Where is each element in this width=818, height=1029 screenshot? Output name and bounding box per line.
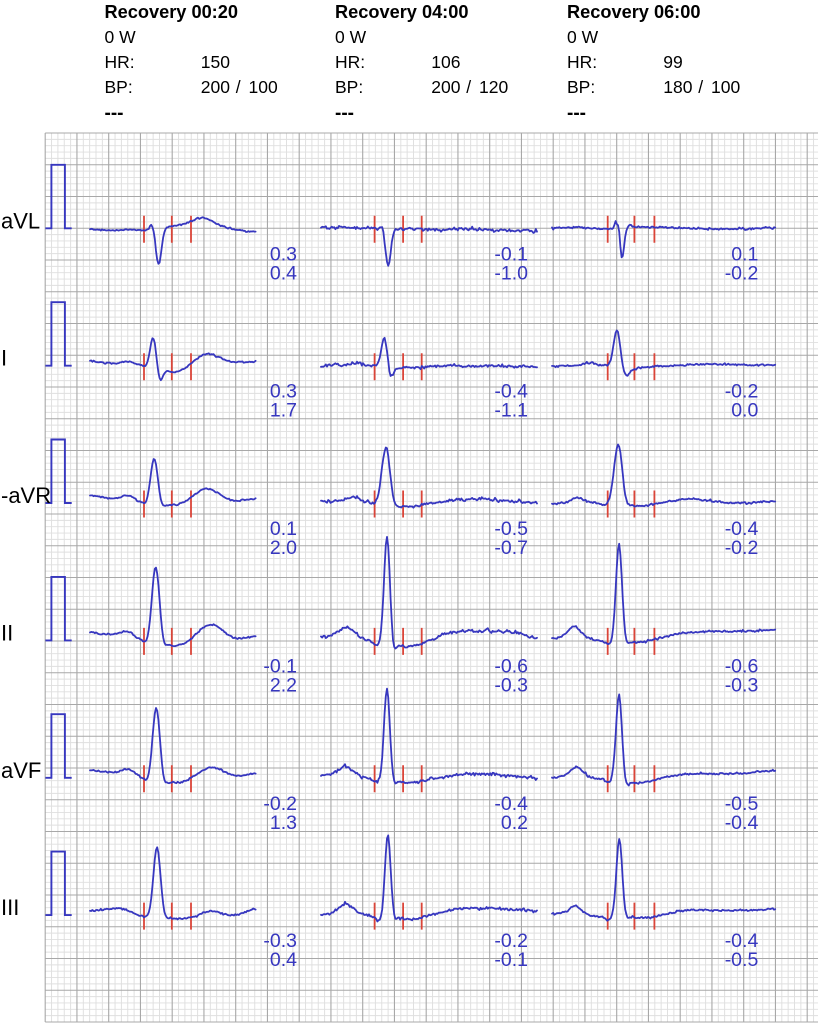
svg-text:-0.1: -0.1 [263, 655, 297, 677]
svg-text:0 W: 0 W [105, 27, 137, 47]
svg-text:-0.4: -0.4 [725, 812, 759, 834]
svg-text:HR:: HR: [105, 52, 135, 72]
svg-text:1.3: 1.3 [270, 812, 297, 834]
svg-text:-0.4: -0.4 [725, 930, 759, 952]
svg-text:aVL: aVL [1, 208, 40, 233]
svg-text:-0.5: -0.5 [725, 793, 759, 815]
svg-text:100: 100 [249, 77, 278, 97]
svg-text:BP:: BP: [335, 77, 363, 97]
svg-text:0.1: 0.1 [731, 243, 758, 265]
svg-text:-0.4: -0.4 [725, 518, 759, 540]
svg-text:-0.6: -0.6 [494, 655, 528, 677]
svg-text:200: 200 [201, 77, 230, 97]
svg-text:-aVR: -aVR [1, 483, 51, 508]
svg-text:III: III [1, 895, 19, 920]
svg-text:200: 200 [431, 77, 460, 97]
svg-text:1.7: 1.7 [270, 400, 297, 422]
svg-text:120: 120 [479, 77, 508, 97]
svg-text:0.4: 0.4 [270, 262, 297, 284]
svg-text:0.4: 0.4 [270, 949, 297, 971]
svg-text:---: --- [567, 103, 586, 124]
svg-text:II: II [1, 620, 13, 645]
svg-text:99: 99 [663, 52, 682, 72]
svg-text:-0.7: -0.7 [494, 537, 528, 559]
svg-text:/: / [236, 77, 241, 97]
svg-text:HR:: HR: [335, 52, 365, 72]
svg-text:-0.3: -0.3 [263, 930, 297, 952]
svg-text:Recovery 06:00: Recovery 06:00 [567, 2, 700, 22]
svg-text:0 W: 0 W [335, 27, 367, 47]
svg-text:-0.2: -0.2 [725, 262, 759, 284]
svg-text:-0.4: -0.4 [494, 793, 528, 815]
svg-text:2.0: 2.0 [270, 537, 297, 559]
svg-text:-1.0: -1.0 [494, 262, 528, 284]
svg-text:-0.3: -0.3 [725, 674, 759, 696]
svg-text:0.2: 0.2 [501, 812, 528, 834]
svg-text:BP:: BP: [567, 77, 595, 97]
svg-text:---: --- [335, 103, 354, 124]
svg-text:150: 150 [201, 52, 230, 72]
svg-text:-0.2: -0.2 [725, 381, 759, 403]
svg-text:100: 100 [711, 77, 740, 97]
svg-text:180: 180 [663, 77, 692, 97]
svg-text:Recovery 04:00: Recovery 04:00 [335, 2, 468, 22]
svg-text:106: 106 [431, 52, 460, 72]
svg-text:/: / [466, 77, 471, 97]
svg-text:0.1: 0.1 [270, 518, 297, 540]
svg-text:-0.6: -0.6 [725, 655, 759, 677]
svg-text:-0.5: -0.5 [725, 949, 759, 971]
svg-text:0 W: 0 W [567, 27, 599, 47]
svg-text:aVF: aVF [1, 758, 41, 783]
svg-text:0.3: 0.3 [270, 381, 297, 403]
svg-text:0.0: 0.0 [731, 400, 758, 422]
svg-text:-0.2: -0.2 [263, 793, 297, 815]
svg-text:-0.5: -0.5 [494, 518, 528, 540]
svg-text:-0.2: -0.2 [494, 930, 528, 952]
svg-text:HR:: HR: [567, 52, 597, 72]
svg-text:-0.4: -0.4 [494, 381, 528, 403]
svg-text:-0.3: -0.3 [494, 674, 528, 696]
svg-text:I: I [1, 346, 7, 371]
svg-text:Recovery 00:20: Recovery 00:20 [105, 2, 238, 22]
svg-text:-0.2: -0.2 [725, 537, 759, 559]
svg-text:-0.1: -0.1 [494, 949, 528, 971]
svg-text:BP:: BP: [105, 77, 133, 97]
svg-text:/: / [698, 77, 703, 97]
svg-text:-1.1: -1.1 [494, 400, 528, 422]
svg-text:-0.1: -0.1 [494, 243, 528, 265]
svg-text:---: --- [105, 103, 124, 124]
svg-text:0.3: 0.3 [270, 243, 297, 265]
svg-text:2.2: 2.2 [270, 674, 297, 696]
